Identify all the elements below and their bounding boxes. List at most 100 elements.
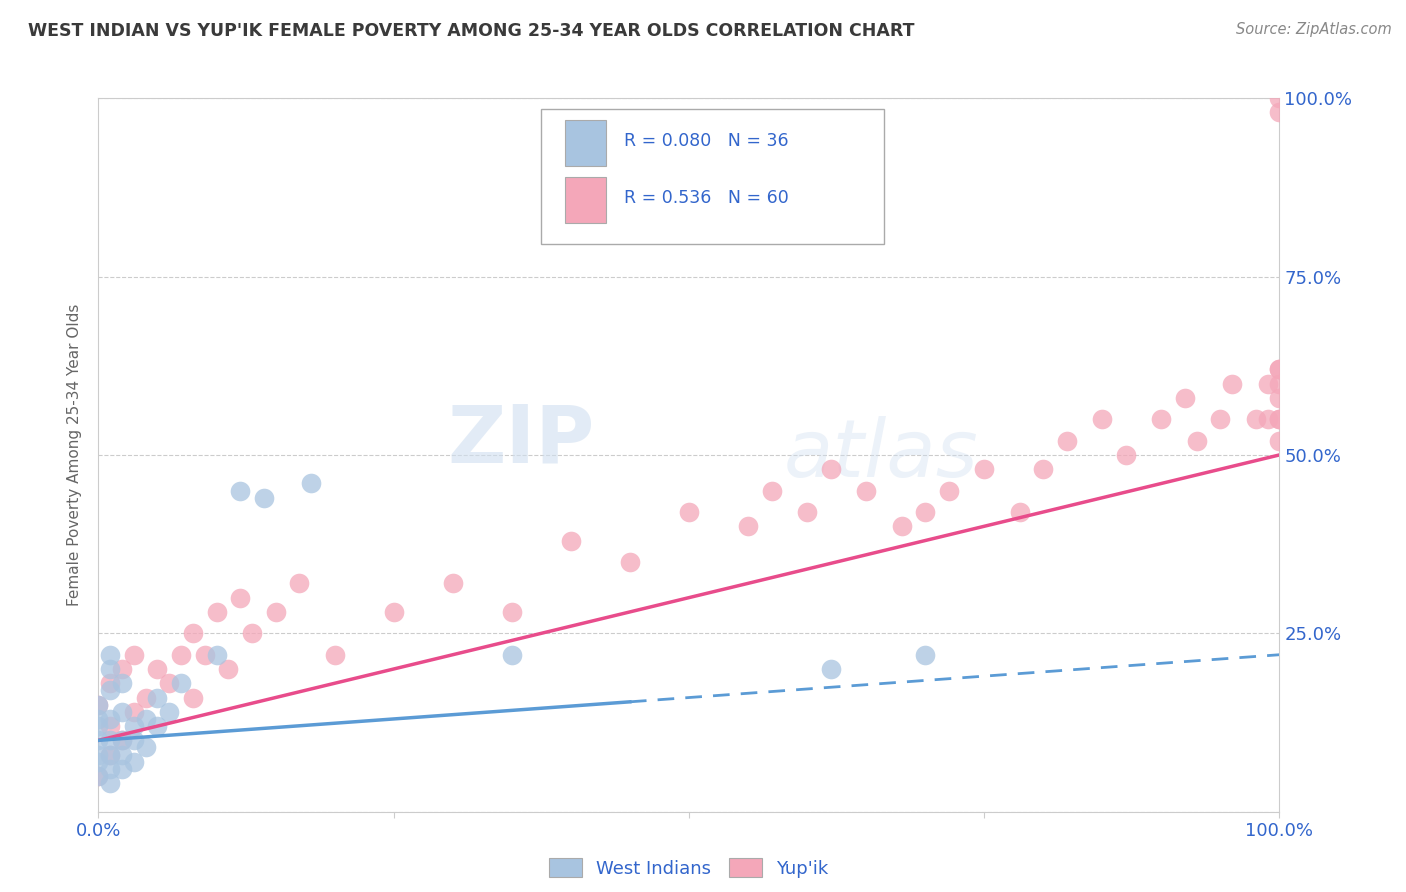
Point bbox=[111, 662, 134, 676]
Point bbox=[98, 712, 121, 726]
Point bbox=[855, 483, 877, 498]
FancyBboxPatch shape bbox=[565, 177, 606, 223]
Point bbox=[229, 591, 252, 605]
Point bbox=[1220, 376, 1243, 391]
Point bbox=[157, 705, 180, 719]
FancyBboxPatch shape bbox=[541, 109, 884, 244]
Point bbox=[288, 576, 311, 591]
Point bbox=[619, 555, 641, 569]
Point bbox=[98, 662, 121, 676]
Point bbox=[98, 676, 121, 690]
Text: ZIP: ZIP bbox=[447, 401, 595, 480]
Point bbox=[170, 648, 193, 662]
Point bbox=[205, 648, 228, 662]
Point bbox=[1268, 412, 1291, 426]
Point bbox=[1268, 105, 1291, 120]
Point bbox=[217, 662, 239, 676]
Point bbox=[122, 705, 145, 719]
Point bbox=[122, 719, 145, 733]
Point bbox=[146, 690, 169, 705]
Point bbox=[1174, 391, 1197, 405]
Point bbox=[253, 491, 276, 505]
Text: WEST INDIAN VS YUP'IK FEMALE POVERTY AMONG 25-34 YEAR OLDS CORRELATION CHART: WEST INDIAN VS YUP'IK FEMALE POVERTY AMO… bbox=[28, 22, 915, 40]
Point bbox=[820, 462, 842, 476]
Point bbox=[1268, 362, 1291, 376]
Point bbox=[441, 576, 464, 591]
Point bbox=[111, 676, 134, 690]
Point bbox=[1257, 412, 1279, 426]
Text: R = 0.080   N = 36: R = 0.080 N = 36 bbox=[624, 132, 789, 150]
Point bbox=[87, 769, 110, 783]
Point bbox=[1268, 362, 1291, 376]
Point bbox=[98, 747, 121, 762]
Text: Source: ZipAtlas.com: Source: ZipAtlas.com bbox=[1236, 22, 1392, 37]
Text: R = 0.536   N = 60: R = 0.536 N = 60 bbox=[624, 189, 789, 207]
Point bbox=[87, 719, 110, 733]
FancyBboxPatch shape bbox=[565, 120, 606, 166]
Point bbox=[1244, 412, 1267, 426]
Legend: West Indians, Yup'ik: West Indians, Yup'ik bbox=[543, 851, 835, 885]
Point bbox=[382, 605, 405, 619]
Y-axis label: Female Poverty Among 25-34 Year Olds: Female Poverty Among 25-34 Year Olds bbox=[67, 304, 83, 606]
Point bbox=[1150, 412, 1173, 426]
Point bbox=[1268, 91, 1291, 105]
Point bbox=[205, 605, 228, 619]
Point bbox=[560, 533, 582, 548]
Point bbox=[122, 648, 145, 662]
Point bbox=[194, 648, 217, 662]
Point bbox=[87, 698, 110, 712]
Point bbox=[98, 762, 121, 776]
Point bbox=[135, 712, 157, 726]
Point bbox=[1185, 434, 1208, 448]
Point bbox=[820, 662, 842, 676]
Point bbox=[1032, 462, 1054, 476]
Point bbox=[87, 747, 110, 762]
Point bbox=[761, 483, 783, 498]
Point bbox=[98, 719, 121, 733]
Point bbox=[111, 705, 134, 719]
Point bbox=[98, 648, 121, 662]
Point bbox=[973, 462, 995, 476]
Point bbox=[111, 733, 134, 747]
Point bbox=[135, 690, 157, 705]
Point bbox=[501, 648, 523, 662]
Point bbox=[1268, 434, 1291, 448]
Point bbox=[111, 733, 134, 747]
Point bbox=[111, 747, 134, 762]
Point bbox=[122, 755, 145, 769]
Point bbox=[264, 605, 287, 619]
Point bbox=[181, 690, 204, 705]
Point bbox=[323, 648, 346, 662]
Point bbox=[1268, 412, 1291, 426]
Point bbox=[146, 719, 169, 733]
Point bbox=[1008, 505, 1031, 519]
Point bbox=[938, 483, 960, 498]
Point bbox=[87, 755, 110, 769]
Point bbox=[146, 662, 169, 676]
Point bbox=[170, 676, 193, 690]
Point bbox=[229, 483, 252, 498]
Point bbox=[122, 733, 145, 747]
Point bbox=[135, 740, 157, 755]
Point bbox=[299, 476, 322, 491]
Point bbox=[678, 505, 700, 519]
Point bbox=[87, 733, 110, 747]
Point bbox=[501, 605, 523, 619]
Point bbox=[87, 698, 110, 712]
Point bbox=[890, 519, 912, 533]
Point bbox=[914, 648, 936, 662]
Point bbox=[737, 519, 759, 533]
Point bbox=[87, 769, 110, 783]
Point bbox=[98, 733, 121, 747]
Text: atlas: atlas bbox=[783, 416, 979, 494]
Point bbox=[181, 626, 204, 640]
Point bbox=[111, 762, 134, 776]
Point bbox=[1268, 376, 1291, 391]
Point bbox=[914, 505, 936, 519]
Point bbox=[1257, 376, 1279, 391]
Point bbox=[98, 747, 121, 762]
Point bbox=[240, 626, 263, 640]
Point bbox=[87, 712, 110, 726]
Point bbox=[1091, 412, 1114, 426]
Point bbox=[98, 776, 121, 790]
